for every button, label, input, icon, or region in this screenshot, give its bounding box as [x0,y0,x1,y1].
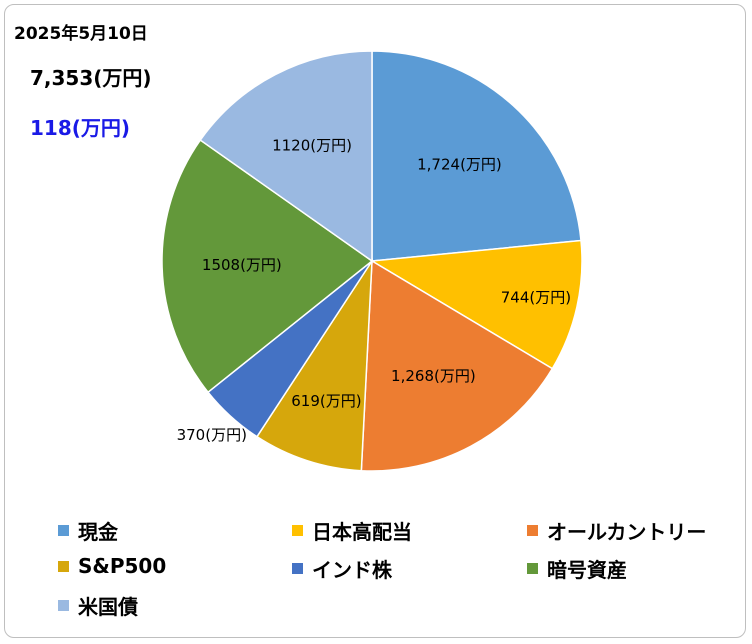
legend-label: 現金 [78,520,118,544]
pie-slice-crypto [161,139,374,394]
pie-slice-all-country [360,259,554,472]
pie-slice-japan-high-dividend [369,239,583,370]
pie-slice-sp500 [255,258,373,472]
change-value: 118(万円) [30,116,131,140]
legend-swatch [58,525,69,536]
legend-swatch [58,560,69,572]
data-label-india-stocks: 370(万円) [177,426,247,444]
data-label-cash: 1,724(万円) [417,156,502,174]
total-value: 7,353(万円) [30,66,152,90]
legend-swatch [58,600,69,611]
legend-label: オールカントリー [547,520,707,544]
pie-slice-cash [371,50,582,262]
legend-item-us-treasury: 米国債 [58,591,138,620]
legend-label: S&P500 [78,554,167,578]
legend-swatch [527,525,538,536]
legend-swatch [292,525,303,536]
legend-item-all-country: オールカントリー [527,516,706,545]
data-label-sp500: 619(万円) [291,392,361,410]
legend-label: 暗号資産 [547,558,627,582]
legend-item-india-stocks: インド株 [292,554,392,583]
legend-item-sp500: S&P500 [58,554,166,578]
legend-label: インド株 [312,558,392,582]
legend-label: 米国債 [78,595,138,619]
chart-date: 2025年5月10日 [14,24,148,44]
legend-item-cash: 現金 [58,516,118,545]
legend-label: 日本高配当 [312,520,412,544]
data-label-crypto: 1508(万円) [202,256,282,274]
data-label-japan-high-dividend: 744(万円) [501,289,571,307]
legend-item-japan-high-dividend: 日本高配当 [292,516,412,545]
data-label-all-country: 1,268(万円) [391,367,476,385]
pie-slice-us-treasury [199,50,373,263]
legend-swatch [527,563,538,574]
legend-swatch [292,563,303,574]
legend-item-crypto: 暗号資産 [527,554,627,583]
data-label-us-treasury: 1120(万円) [272,136,352,154]
